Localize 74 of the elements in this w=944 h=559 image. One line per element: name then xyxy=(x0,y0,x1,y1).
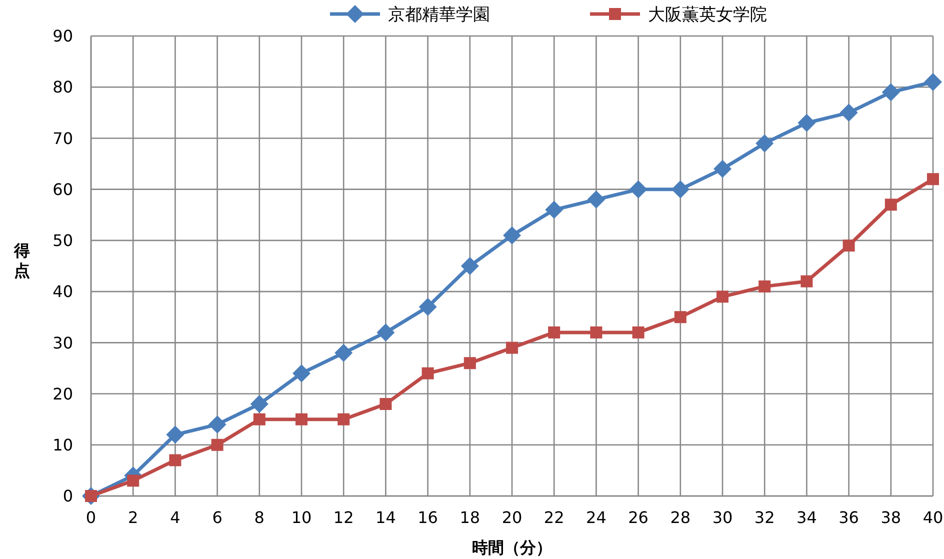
y-tick-label: 90 xyxy=(52,26,73,46)
point xyxy=(798,114,816,132)
point xyxy=(250,395,268,413)
point xyxy=(632,326,644,338)
x-tick-label: 22 xyxy=(544,508,564,527)
x-tick-label: 20 xyxy=(502,508,522,527)
point xyxy=(169,454,182,466)
point xyxy=(334,344,353,362)
x-tick-label: 10 xyxy=(291,508,312,527)
y-tick-label: 80 xyxy=(52,78,73,97)
point xyxy=(296,413,308,426)
point xyxy=(376,323,395,342)
point xyxy=(840,104,858,122)
x-tick-label: 8 xyxy=(254,508,264,527)
x-tick-label: 6 xyxy=(212,508,222,527)
point xyxy=(714,160,732,178)
x-tick-label: 26 xyxy=(628,508,648,527)
y-tick-label: 0 xyxy=(62,486,73,506)
point xyxy=(671,180,690,198)
point xyxy=(292,364,310,382)
point xyxy=(503,226,521,244)
point xyxy=(756,134,774,152)
point xyxy=(545,200,564,219)
x-tick-label: 4 xyxy=(170,508,180,527)
y-tick-label: 10 xyxy=(52,435,73,454)
x-tick-label: 36 xyxy=(838,508,859,527)
y-tick-label: 20 xyxy=(52,384,73,404)
point xyxy=(506,342,518,354)
point xyxy=(800,275,813,288)
point xyxy=(166,426,184,444)
x-tick-label: 40 xyxy=(922,508,944,527)
point xyxy=(548,326,560,338)
x-tick-label: 28 xyxy=(670,508,691,527)
point xyxy=(590,326,602,338)
x-tick-label: 16 xyxy=(418,508,438,527)
point xyxy=(464,357,476,370)
x-tick-label: 18 xyxy=(460,508,480,527)
legend-label: 大阪薫英女学院 xyxy=(648,4,767,25)
point xyxy=(884,198,897,211)
x-tick-label: 38 xyxy=(880,508,902,527)
point xyxy=(127,474,140,487)
point xyxy=(253,413,266,426)
point xyxy=(927,173,939,186)
x-tick-label: 0 xyxy=(86,508,96,527)
point xyxy=(587,190,606,209)
y-tick-label: 50 xyxy=(52,231,73,250)
point xyxy=(758,280,771,292)
y-tick-label: 30 xyxy=(52,333,73,352)
point xyxy=(674,311,686,324)
y-tick-label: 60 xyxy=(52,180,73,199)
point xyxy=(338,413,350,426)
point xyxy=(380,398,392,410)
point xyxy=(716,290,728,303)
point xyxy=(882,83,900,102)
point xyxy=(418,298,437,316)
y-tick-label: 70 xyxy=(52,128,73,148)
point xyxy=(842,240,855,252)
point xyxy=(460,257,479,275)
point xyxy=(924,73,942,91)
y-axis-title: 得点 xyxy=(13,241,30,280)
x-tick-label: 32 xyxy=(754,508,775,527)
point xyxy=(211,438,224,451)
x-tick-label: 24 xyxy=(586,508,606,527)
x-tick-label: 14 xyxy=(376,508,396,527)
legend-label: 京都精華学園 xyxy=(388,4,490,25)
x-tick-label: 30 xyxy=(712,508,733,527)
x-tick-label: 34 xyxy=(796,508,817,527)
point xyxy=(422,367,434,380)
x-axis-title: 時間（分） xyxy=(472,538,552,557)
point xyxy=(208,415,226,434)
x-tick-label: 2 xyxy=(128,508,138,527)
y-tick-label: 40 xyxy=(52,282,73,302)
point xyxy=(629,180,648,198)
x-tick-label: 12 xyxy=(333,508,354,527)
